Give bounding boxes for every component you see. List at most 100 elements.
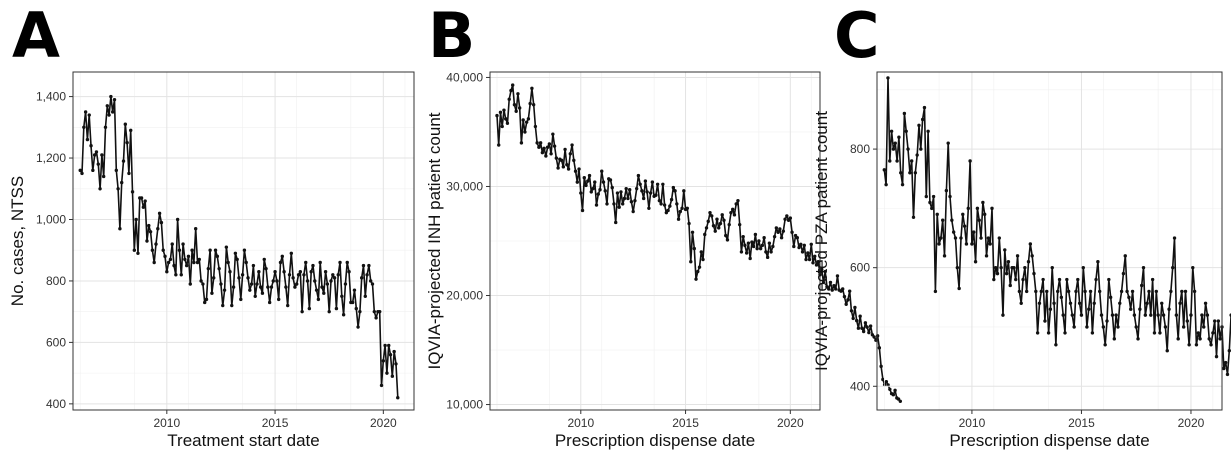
data-point xyxy=(249,282,254,286)
data-point xyxy=(948,194,952,199)
data-point xyxy=(587,173,592,178)
data-point xyxy=(374,316,378,320)
data-point xyxy=(1125,289,1129,294)
data-point xyxy=(849,309,854,313)
data-point xyxy=(661,182,665,187)
chart-b: 2010 2015 2020 10,000 20,000 30,000 40,000 Pres… xyxy=(425,70,903,450)
data-point xyxy=(655,182,660,187)
data-point xyxy=(1001,313,1005,317)
data-point xyxy=(514,109,518,113)
data-point xyxy=(807,257,812,262)
data-point xyxy=(811,261,815,265)
data-point xyxy=(720,213,724,217)
data-point xyxy=(647,206,651,210)
data-point xyxy=(132,248,137,252)
data-point xyxy=(1194,343,1199,347)
data-point xyxy=(150,248,155,252)
data-point xyxy=(378,309,382,314)
data-point xyxy=(1211,331,1215,335)
data-point xyxy=(107,113,111,117)
data-point xyxy=(134,217,138,222)
data-point xyxy=(276,297,281,302)
data-point xyxy=(867,330,871,335)
data-point xyxy=(206,266,211,271)
data-point xyxy=(893,388,897,393)
data-point xyxy=(729,210,733,215)
data-point xyxy=(1108,295,1113,300)
data-point xyxy=(1152,331,1157,335)
data-point xyxy=(127,171,131,176)
data-point xyxy=(977,218,981,222)
data-point xyxy=(517,106,522,110)
data-point xyxy=(1015,254,1020,258)
data-point xyxy=(1019,301,1023,305)
data-point xyxy=(879,364,883,369)
data-point xyxy=(338,260,342,265)
data-point xyxy=(1172,236,1177,240)
data-point xyxy=(600,169,604,173)
data-point xyxy=(1227,349,1231,353)
data-point xyxy=(800,250,805,254)
data-point xyxy=(675,202,679,206)
data-point xyxy=(123,122,128,126)
data-point xyxy=(537,145,541,149)
data-point xyxy=(1072,325,1076,329)
data-point xyxy=(750,240,754,244)
data-point xyxy=(383,343,387,348)
data-point xyxy=(224,245,229,249)
data-point xyxy=(708,210,712,215)
data-point xyxy=(1183,289,1188,294)
data-point xyxy=(999,265,1003,270)
data-point xyxy=(118,227,122,231)
data-point xyxy=(734,202,738,206)
data-point xyxy=(1138,307,1142,311)
data-point xyxy=(737,222,742,227)
data-point xyxy=(136,251,140,255)
data-point xyxy=(624,186,628,191)
data-point xyxy=(551,132,555,136)
data-point xyxy=(1143,313,1148,317)
data-point xyxy=(744,251,749,255)
data-point xyxy=(1116,325,1120,329)
data-point xyxy=(669,197,674,202)
data-point xyxy=(295,282,299,286)
data-point xyxy=(924,194,928,199)
data-point xyxy=(121,159,126,163)
data-point xyxy=(891,393,896,397)
y-tick-label: 1,000 xyxy=(36,212,66,226)
data-point xyxy=(982,212,987,217)
data-point xyxy=(350,300,355,305)
y-tick-label: 400 xyxy=(850,379,870,393)
data-point xyxy=(533,124,538,129)
data-point xyxy=(390,374,395,378)
data-point xyxy=(909,159,914,163)
data-point xyxy=(853,305,857,310)
data-point xyxy=(882,168,887,172)
data-point xyxy=(804,257,808,262)
x-axis-title-b: Prescription dispense date xyxy=(555,431,755,450)
data-point xyxy=(626,196,630,201)
panel-letter-a: A xyxy=(12,0,60,72)
data-point xyxy=(713,229,717,233)
data-point xyxy=(643,179,648,183)
data-point xyxy=(304,260,308,265)
y-tick-label: 600 xyxy=(850,261,870,275)
data-point xyxy=(1063,331,1067,335)
data-point xyxy=(629,200,634,204)
data-point xyxy=(1017,289,1022,294)
data-point xyxy=(1054,343,1058,347)
data-point xyxy=(1171,265,1175,270)
x-tick-label: 2015 xyxy=(672,416,699,430)
data-point xyxy=(648,191,653,195)
data-point xyxy=(1046,331,1051,335)
data-point xyxy=(1090,331,1095,335)
data-point xyxy=(100,153,104,157)
data-point xyxy=(687,221,691,226)
data-point xyxy=(89,144,93,148)
data-point xyxy=(1004,271,1009,276)
data-point xyxy=(94,150,99,154)
data-point xyxy=(701,257,705,262)
data-point xyxy=(1065,277,1069,282)
data-point xyxy=(267,300,272,305)
data-point xyxy=(809,242,813,246)
